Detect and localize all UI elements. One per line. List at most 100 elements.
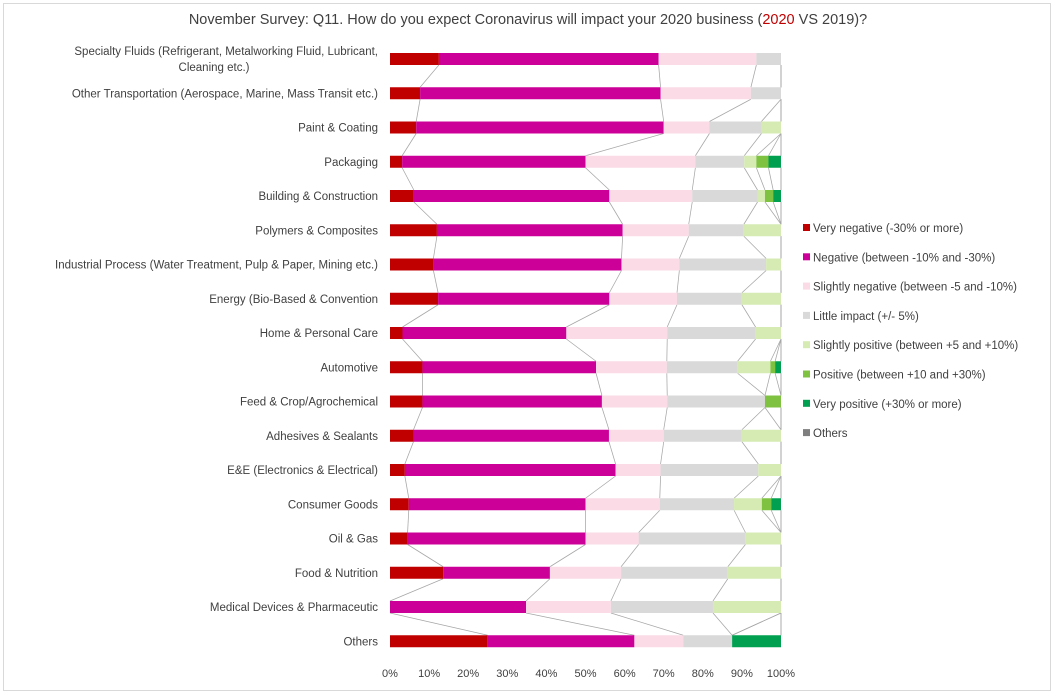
x-axis: 0% 10% 20% 30% 40% 50% 60% 70% 80% 90% 100% xyxy=(382,668,795,680)
series-line xyxy=(407,510,410,533)
category-label: Feed & Crop/Agrochemical xyxy=(240,397,378,409)
bar-segment-very-negative-30-or--paint-coating xyxy=(390,121,417,134)
series-line xyxy=(660,99,665,122)
bar-segment-slightly-negative-be-medical-devices-phar xyxy=(526,601,611,613)
category-label: Industrial Process (Water Treatment, Pul… xyxy=(55,260,378,272)
series-line xyxy=(737,372,766,396)
bar-segment-negative-between-10--specialty-fluids-ref xyxy=(438,53,659,65)
series-line xyxy=(660,441,665,465)
series-line xyxy=(525,612,635,636)
bar-segment-negative-between-10--paint-coating xyxy=(416,121,664,134)
bar-segment-slightly-positive-be-automotive xyxy=(737,361,771,374)
series-line xyxy=(770,338,782,362)
series-line xyxy=(688,201,693,225)
legend-label: Very negative (-30% or more) xyxy=(813,223,963,235)
bar-segment-very-negative-30-or--other-transportation xyxy=(390,87,421,100)
legend-swatch xyxy=(803,311,810,319)
title-highlight: 2020 xyxy=(762,12,795,28)
bar-segment-little-impact-5-food-nutrition xyxy=(621,566,728,579)
bar-segment-negative-between-10--building-constructio xyxy=(413,190,610,202)
series-line xyxy=(756,167,766,191)
series-line xyxy=(663,407,668,430)
bar-segment-slightly-negative-be-oil-gas xyxy=(585,532,639,545)
bar-segment-very-negative-30-or--others xyxy=(390,635,488,648)
bar-segment-negative-between-10--adhesives-sealants xyxy=(413,429,609,442)
series-line xyxy=(433,236,438,259)
category-label: Building & Construction xyxy=(258,191,378,203)
bar-segment-little-impact-5-specialty-fluids-ref xyxy=(756,53,781,65)
bar-segment-negative-between-10--others xyxy=(487,635,635,648)
series-line xyxy=(402,304,439,328)
series-line xyxy=(659,475,661,499)
bar-segment-slightly-negative-be-adhesives-sealants xyxy=(608,429,664,442)
series-line xyxy=(609,201,623,225)
bar-segment-slightly-positive-be-home-personal-care xyxy=(755,327,781,339)
bar-segment-very-negative-30-or--oil-gas xyxy=(390,532,408,545)
legend-label: Slightly positive (between +5 and +10%) xyxy=(813,340,1018,352)
x-tick-label: 50% xyxy=(574,668,596,680)
bar-segment-very-negative-30-or--energy-bio-based-con xyxy=(390,292,439,305)
bar-segment-little-impact-5-automotive xyxy=(666,361,738,374)
bar-segment-negative-between-10--other-transportation xyxy=(420,87,661,100)
series-line xyxy=(407,544,444,568)
bar-segment-slightly-negative-be-industrial-process-w xyxy=(621,258,680,271)
bar-segment-slightly-negative-be-polymers-composites xyxy=(622,224,689,237)
series-line xyxy=(566,338,597,362)
series-line xyxy=(741,270,767,294)
bar-segment-little-impact-5-energy-bio-based-con xyxy=(676,292,742,305)
chart-title: November Survey: Q11. How do you expect … xyxy=(0,12,1056,28)
series-line xyxy=(733,475,759,499)
series-lines xyxy=(389,64,782,636)
legend-swatch xyxy=(803,370,810,378)
legend-label: Others xyxy=(813,428,848,440)
series-line xyxy=(774,338,782,362)
bar-segment-slightly-positive-be-adhesives-sealants xyxy=(741,429,781,442)
series-line xyxy=(676,270,680,293)
bar-segment-slightly-positive-be-polymers-composites xyxy=(743,224,781,237)
x-tick-label: 70% xyxy=(653,668,675,680)
bar-segment-slightly-positive-be-oil-gas xyxy=(745,532,781,545)
series-line xyxy=(695,133,710,156)
series-line xyxy=(770,510,782,533)
bar-segment-very-negative-30-or--industrial-process-w xyxy=(390,258,434,271)
legend-label: Slightly negative (between -5 and -10%) xyxy=(813,282,1017,294)
bar-segment-little-impact-5-other-transportation xyxy=(750,87,781,100)
bar-segment-slightly-positive-be-consumer-goods xyxy=(734,498,762,511)
bar-segment-slightly-positive-be-building-constructio xyxy=(757,190,765,202)
series-line xyxy=(610,578,622,602)
category-label: Packaging xyxy=(324,157,378,169)
series-line xyxy=(620,544,639,567)
bar-segment-negative-between-10--food-nutrition xyxy=(443,566,550,579)
legend-swatch xyxy=(803,341,810,349)
series-line xyxy=(741,304,756,328)
series-line xyxy=(768,133,782,156)
series-line xyxy=(608,441,616,465)
series-line xyxy=(756,133,782,157)
series-line xyxy=(595,373,603,396)
series-line xyxy=(774,373,782,396)
series-line xyxy=(402,338,423,362)
legend-swatch xyxy=(803,224,810,231)
bar-segment-very-positive-30-or--others xyxy=(732,635,781,648)
bar-segment-slightly-negative-be-consumer-goods xyxy=(585,498,660,511)
bar-segment-slightly-negative-be-packaging xyxy=(585,155,696,168)
bar-segment-little-impact-5-e-e-electronics-elec xyxy=(660,464,759,476)
bar-segment-slightly-positive-be-paint-coating xyxy=(761,121,781,134)
category-label: Home & Personal Care xyxy=(260,328,378,340)
bar-segment-very-negative-30-or--feed-crop-agrochemic xyxy=(390,395,423,408)
series-line xyxy=(566,304,610,328)
bar-segment-little-impact-5-polymers-composites xyxy=(688,224,744,237)
bar-segment-negative-between-10--e-e-electronics-elec xyxy=(404,464,616,476)
series-line xyxy=(761,99,782,122)
category-label: E&E (Electronics & Electrical) xyxy=(227,465,378,477)
series-line xyxy=(743,167,758,191)
bar-segment-slightly-positive-be-e-e-electronics-elec xyxy=(758,464,781,476)
series-line xyxy=(737,338,756,362)
series-line xyxy=(709,98,752,122)
category-label: Food & Nutrition xyxy=(295,568,378,580)
series-line xyxy=(401,167,415,191)
bar-segment-very-negative-30-or--e-e-electronics-elec xyxy=(390,464,405,476)
series-line xyxy=(761,510,782,533)
bars xyxy=(390,53,781,648)
